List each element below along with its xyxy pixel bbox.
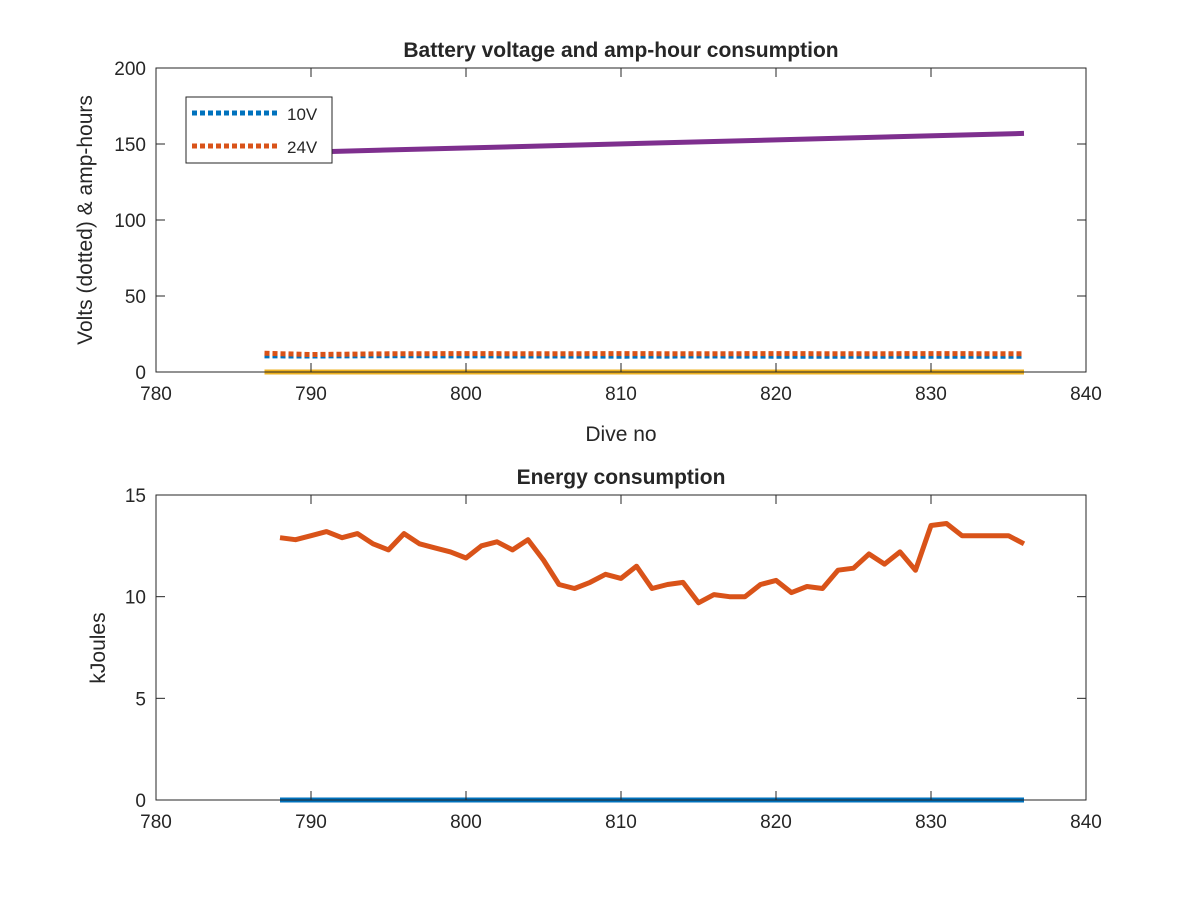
top-x-tick-label: 830 <box>915 384 947 405</box>
bottom-x-tick-label: 820 <box>760 812 792 833</box>
top-series-purple-3-line <box>326 130 1025 155</box>
legend-box <box>185 96 333 164</box>
top-x-tick-label: 780 <box>140 384 172 405</box>
bottom-y-tick-label: 0 <box>135 791 146 812</box>
energy-chart: 780 790 800 810 820 830 840 0 5 10 15 Energy consu… <box>87 466 1102 833</box>
bottom-y-tick-label: 10 <box>125 588 146 609</box>
bottom-y-tick-label: 15 <box>125 486 146 507</box>
top-x-axis-label: Dive no <box>585 423 656 446</box>
top-x-tick-label: 800 <box>450 384 482 405</box>
top-y-tick-label: 100 <box>114 211 146 232</box>
top-chart-title: Battery voltage and amp-hour consumption <box>403 39 838 62</box>
top-y-tick-label: 0 <box>135 363 146 384</box>
top-y-tick-label: 200 <box>114 59 146 80</box>
bottom-y-axis-label: kJoules <box>87 612 110 683</box>
bottom-x-tick-label: 830 <box>915 812 947 833</box>
top-series-24v-line <box>264 350 1025 357</box>
top-x-tick-label: 820 <box>760 384 792 405</box>
bottom-series-orange-1-line <box>279 521 1026 606</box>
bottom-chart-title: Energy consumption <box>517 466 726 489</box>
legend-label-24v: 24V <box>287 138 318 157</box>
top-x-tick-label: 810 <box>605 384 637 405</box>
top-y-tick-label: 50 <box>125 287 146 308</box>
voltage-chart: 780 790 800 810 820 830 840 0 50 100 150 200 Batter… <box>74 39 1102 446</box>
bottom-x-tick-label: 810 <box>605 812 637 833</box>
legend-label-10v: 10V <box>287 105 318 124</box>
top-x-tick-label: 840 <box>1070 384 1102 405</box>
bottom-x-tick-label: 800 <box>450 812 482 833</box>
bottom-x-tick-label: 780 <box>140 812 172 833</box>
bottom-x-tick-label: 840 <box>1070 812 1102 833</box>
top-y-axis-label: Volts (dotted) & amp-hours <box>74 95 97 345</box>
top-y-tick-label: 150 <box>114 135 146 156</box>
legend: 10V 24V <box>185 96 333 164</box>
bottom-x-tick-label: 790 <box>295 812 327 833</box>
bottom-y-tick-label: 5 <box>135 689 146 710</box>
top-x-tick-label: 790 <box>295 384 327 405</box>
